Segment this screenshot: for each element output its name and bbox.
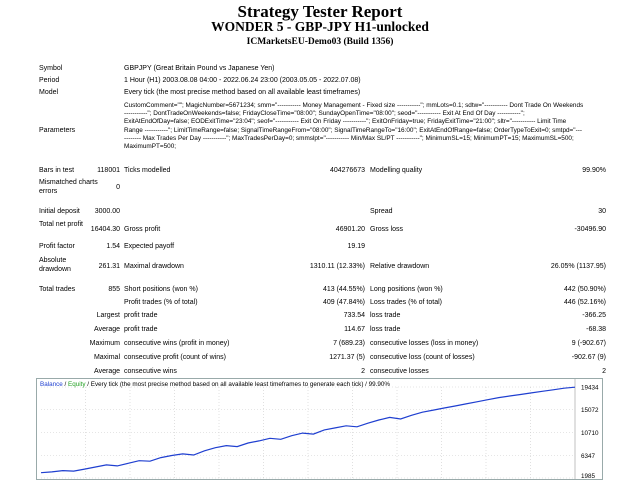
maximal-cons-loss-label: consecutive loss (count of losses)	[370, 354, 475, 361]
mismatch-label: Mismatched charts errors	[39, 179, 98, 195]
largest-loss-value: -366.25	[582, 312, 606, 319]
abs-dd-label: Absolute drawdown	[39, 257, 71, 273]
maximal-label: Maximal	[93, 354, 120, 361]
ticks-value: 404276673	[329, 167, 365, 174]
avg-cons-wins-label: consecutive wins	[124, 368, 177, 375]
net-label: Total net profit	[39, 221, 83, 228]
period-label: Period	[39, 77, 60, 84]
y-tick-label: 10710	[581, 430, 599, 437]
trades-value: 855	[108, 286, 120, 293]
legend-equity: Equity	[68, 381, 86, 388]
max-cons-losses-value: 9 (-902.67)	[571, 340, 606, 347]
avg-cons-losses-label: consecutive losses	[370, 368, 429, 375]
model-value: Every tick (the most precise method base…	[124, 89, 361, 96]
y-tick-label: 1985	[581, 473, 596, 479]
avg-cons-label: Average	[94, 368, 120, 375]
maximal-cons-profit-value: 1271.37 (5)	[329, 354, 365, 361]
largest-profit-value: 733.54	[343, 312, 365, 319]
loss-trades-value: 446 (52.16%)	[563, 299, 606, 306]
short-value: 413 (44.55%)	[322, 286, 365, 293]
abs-dd-value: 261.31	[98, 263, 120, 270]
model-label: Model	[39, 89, 59, 96]
gross-loss-label: Gross loss	[370, 226, 404, 233]
avg-cons-wins-value: 2	[361, 368, 365, 375]
spread-value: 30	[598, 208, 606, 215]
rel-dd-label: Relative drawdown	[370, 263, 430, 270]
maximum-label: Maximum	[89, 340, 120, 347]
legend-text: / Every tick (the most precise method ba…	[87, 381, 391, 388]
net-value: 16404.30	[90, 226, 120, 233]
deposit-label: Initial deposit	[39, 208, 80, 215]
period-value: 1 Hour (H1) 2003.08.08 04:00 - 2022.06.2…	[124, 77, 361, 84]
report-title: Strategy Tester Report	[237, 2, 403, 21]
symbol-value: GBPJPY (Great Britain Pound vs Japanese …	[124, 65, 275, 72]
legend-balance: Balance	[40, 381, 63, 388]
largest-label: Largest	[96, 312, 120, 319]
report-account: ICMarketsEU-Demo03 (Build 1356)	[246, 37, 394, 47]
maximal-cons-loss-value: -902.67 (9)	[571, 354, 606, 361]
spread-label: Spread	[370, 208, 393, 215]
max-cons-wins-value: 7 (689.23)	[333, 340, 365, 347]
quality-label: Modelling quality	[370, 167, 423, 174]
parameters-label: Parameters	[39, 127, 76, 134]
avg-profit-value: 114.67	[344, 326, 365, 333]
legend-sep: /	[64, 381, 67, 388]
payoff-value: 19.19	[347, 243, 365, 250]
bars-label: Bars in test	[39, 167, 75, 174]
maximal-cons-profit-label: consecutive profit (count of wins)	[124, 354, 226, 361]
long-value: 442 (50.90%)	[563, 286, 606, 293]
series-line-balance	[40, 386, 576, 474]
quality-value: 99.90%	[582, 167, 606, 174]
max-dd-label: Maximal drawdown	[124, 263, 184, 270]
profit-trades-value: 409 (47.84%)	[322, 299, 365, 306]
balance-chart: 19434 15072 10710 6347 1985	[36, 378, 603, 480]
rel-dd-value: 26.05% (1137.95)	[550, 263, 606, 270]
payoff-label: Expected payoff	[124, 243, 175, 250]
trades-label: Total trades	[39, 286, 76, 293]
pf-value: 1.54	[106, 243, 120, 250]
balance-chart-svg: 19434 15072 10710 6347 1985	[40, 379, 599, 479]
y-tick-label: 6347	[581, 453, 596, 460]
report-subtitle: WONDER 5 - GBP-JPY H1-unlocked	[211, 19, 429, 34]
ticks-label: Ticks modelled	[124, 167, 171, 174]
max-dd-value: 1310.11 (12.33%)	[309, 263, 365, 270]
avg-profit-label: profit trade	[124, 326, 158, 333]
symbol-label: Symbol	[39, 65, 63, 72]
y-tick-label: 19434	[581, 385, 599, 392]
gross-profit-value: 46901.20	[335, 226, 365, 233]
max-cons-wins-label: consecutive wins (profit in money)	[124, 340, 230, 347]
largest-profit-label: profit trade	[124, 312, 158, 319]
gross-profit-label: Gross profit	[124, 226, 161, 233]
pf-label: Profit factor	[39, 243, 75, 250]
loss-trades-label: Loss trades (% of total)	[370, 299, 442, 306]
bars-value: 118001	[97, 167, 120, 174]
avg-loss-label: loss trade	[370, 326, 401, 333]
chart-legend: Balance / Equity / Every tick (the most …	[40, 381, 390, 389]
max-cons-losses-label: consecutive losses (loss in money)	[370, 340, 479, 347]
parameters-value: CustomComment=""; MagicNumber=5671234; s…	[124, 102, 584, 151]
deposit-value: 3000.00	[94, 208, 120, 215]
average-label: Average	[94, 326, 120, 333]
short-label: Short positions (won %)	[124, 286, 198, 293]
profit-trades-label: Profit trades (% of total)	[124, 299, 198, 306]
avg-loss-value: -68.38	[586, 326, 606, 333]
gross-loss-value: -30496.90	[574, 226, 606, 233]
largest-loss-label: loss trade	[370, 312, 401, 319]
long-label: Long positions (won %)	[370, 286, 443, 293]
avg-cons-losses-value: 2	[602, 368, 606, 375]
y-tick-label: 15072	[581, 407, 599, 414]
mismatch-value: 0	[116, 184, 120, 191]
